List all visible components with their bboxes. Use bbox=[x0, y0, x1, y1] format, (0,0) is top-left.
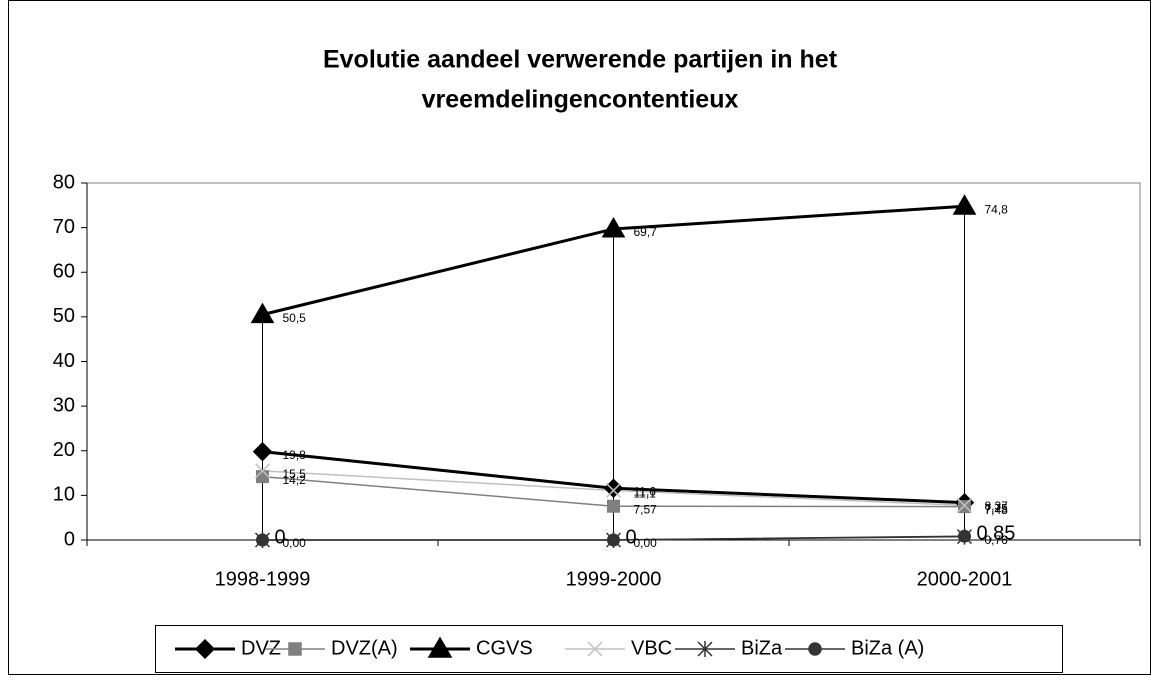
data-label: 11,6 bbox=[634, 484, 657, 498]
marker bbox=[958, 500, 971, 514]
legend-label: BiZa (A) bbox=[851, 637, 924, 659]
legend-label: BiZa bbox=[741, 637, 783, 659]
marker bbox=[601, 216, 626, 238]
x-tick-label: 2000-2001 bbox=[917, 568, 1013, 590]
data-label: 7,75 bbox=[985, 502, 1009, 516]
data-label: 7,57 bbox=[634, 502, 658, 516]
x-tick-label: 1999-2000 bbox=[566, 568, 662, 590]
data-label: 14,2 bbox=[283, 473, 307, 487]
chart-title: Evolutie aandeel verwerende partijen in … bbox=[323, 46, 838, 74]
y-tick-label: 10 bbox=[53, 484, 75, 506]
data-label: 0,00 bbox=[283, 536, 307, 550]
marker bbox=[607, 499, 620, 513]
marker bbox=[252, 441, 273, 462]
y-tick-label: 60 bbox=[53, 261, 75, 283]
data-label: 69,7 bbox=[634, 225, 658, 239]
marker bbox=[254, 463, 271, 479]
y-tick-label: 0 bbox=[64, 528, 75, 550]
legend-marker bbox=[194, 638, 216, 660]
legend-marker bbox=[587, 641, 603, 657]
legend-marker bbox=[697, 641, 713, 657]
marker bbox=[952, 194, 977, 215]
data-label: 7,48 bbox=[985, 503, 1009, 517]
y-tick-label: 20 bbox=[53, 439, 75, 461]
data-label: 0,76 bbox=[985, 533, 1009, 547]
legend-marker bbox=[427, 636, 453, 658]
data-label: 0,85 bbox=[977, 522, 1016, 544]
marker bbox=[606, 533, 621, 547]
data-label: 0 bbox=[626, 526, 637, 548]
legend-marker bbox=[808, 642, 822, 656]
legend-label: CGVS bbox=[476, 637, 533, 659]
data-label: 0,00 bbox=[634, 536, 658, 550]
chart-title: vreemdelingencontentieux bbox=[422, 86, 739, 114]
legend-marker bbox=[288, 642, 302, 656]
x-tick-label: 1998-1999 bbox=[215, 568, 311, 590]
legend-label: DVZ(A) bbox=[331, 637, 398, 659]
chart-border bbox=[8, 0, 1151, 675]
y-tick-label: 50 bbox=[53, 305, 75, 327]
legend-label: DVZ bbox=[241, 637, 281, 659]
data-label: 0 bbox=[275, 526, 286, 548]
data-label: 15,5 bbox=[283, 467, 307, 481]
marker bbox=[255, 533, 270, 547]
y-tick-label: 40 bbox=[53, 350, 75, 372]
data-label: 11,1 bbox=[634, 487, 657, 501]
legend-label: VBC bbox=[631, 637, 672, 659]
marker bbox=[605, 482, 622, 498]
y-tick-label: 30 bbox=[53, 394, 75, 416]
data-label: 19,8 bbox=[283, 448, 307, 462]
data-label: 50,5 bbox=[283, 311, 307, 325]
data-label: 74,8 bbox=[985, 202, 1009, 216]
marker bbox=[250, 302, 275, 324]
marker bbox=[256, 470, 269, 484]
marker bbox=[957, 529, 972, 543]
data-label: 8,37 bbox=[985, 499, 1009, 513]
y-tick-label: 80 bbox=[53, 171, 75, 193]
y-tick-label: 70 bbox=[53, 216, 75, 238]
marker bbox=[956, 497, 973, 513]
